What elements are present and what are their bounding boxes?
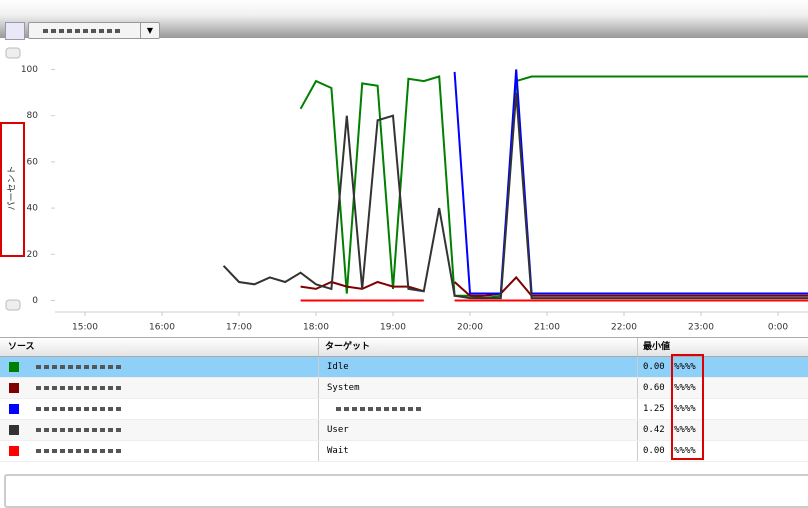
table-row[interactable]: 1.25%%%% xyxy=(0,399,808,420)
target-cell: User xyxy=(327,425,349,435)
source-text xyxy=(36,365,122,369)
legend-swatch xyxy=(9,383,19,393)
target-cell: Wait xyxy=(327,446,349,456)
scroll-up[interactable] xyxy=(5,47,21,59)
unit-cell: %%%% xyxy=(674,362,696,372)
source-text xyxy=(36,386,122,390)
column-separator xyxy=(318,420,319,440)
x-tick-label: 23:00 xyxy=(688,323,714,333)
column-separator xyxy=(318,441,319,461)
legend-swatch xyxy=(9,404,19,414)
column-separator xyxy=(318,378,319,398)
header-cell: 最小値 xyxy=(643,342,671,352)
y-tick-label: 40 xyxy=(27,204,39,214)
x-tick-label: 0:00 xyxy=(768,323,788,333)
column-separator xyxy=(637,420,638,440)
x-tick-label: 19:00 xyxy=(380,323,406,333)
table-header: ソース ターゲット 最小値 xyxy=(0,337,808,357)
x-tick-label: 15:00 xyxy=(72,323,98,333)
unit-cell: %%%% xyxy=(674,383,696,393)
toolbar: ▼ xyxy=(0,0,808,40)
y-tick-label: 0 xyxy=(32,296,38,306)
table-row[interactable]: Wait 0.00%%%% xyxy=(0,441,808,462)
chart: パーセント 0 20 40 60 80 100 15:00 16:00 17:00 18:00 19… xyxy=(0,47,808,333)
x-tick-label: 16:00 xyxy=(149,323,175,333)
min-cell: 0.60 xyxy=(643,383,665,393)
source-text xyxy=(36,428,122,432)
highlight-box xyxy=(671,354,704,460)
unit-cell: %%%% xyxy=(674,404,696,414)
chart-icon[interactable] xyxy=(5,22,25,40)
source-text xyxy=(36,407,122,411)
target-cell: Idle xyxy=(327,362,349,372)
data-table: ソース ターゲット 最小値 Idle 0.00%%%% System 0.60%%%%… xyxy=(0,337,808,462)
legend-swatch xyxy=(9,362,19,372)
table-row[interactable]: System 0.60%%%% xyxy=(0,378,808,399)
view-dropdown[interactable]: ▼ xyxy=(28,22,160,39)
series-line xyxy=(222,92,808,300)
column-separator xyxy=(637,399,638,419)
header-cell: ターゲット xyxy=(325,342,371,352)
legend-swatch xyxy=(9,425,19,435)
column-separator xyxy=(318,399,319,419)
legend-swatch xyxy=(9,446,19,456)
highlight-box xyxy=(0,122,25,257)
series-line xyxy=(299,75,808,300)
x-tick-label: 22:00 xyxy=(611,323,637,333)
y-tick-label: 60 xyxy=(27,157,39,167)
scroll-down[interactable] xyxy=(5,299,21,311)
min-cell: 0.42 xyxy=(643,425,665,435)
target-cell: System xyxy=(327,383,360,393)
column-separator xyxy=(318,357,319,377)
bottom-panel xyxy=(4,474,808,508)
x-tick-label: 21:00 xyxy=(534,323,560,333)
x-tick-label: 20:00 xyxy=(457,323,483,333)
unit-cell: %%%% xyxy=(674,446,696,456)
target-text xyxy=(336,407,422,411)
y-axis-label: パーセント xyxy=(7,165,18,210)
min-cell: 0.00 xyxy=(643,362,665,372)
y-tick-label: 20 xyxy=(27,250,39,260)
column-separator xyxy=(637,441,638,461)
table-row[interactable]: User 0.42%%%% xyxy=(0,420,808,441)
unit-cell: %%%% xyxy=(674,425,696,435)
y-tick-label: 80 xyxy=(27,111,39,121)
y-tick-label: 100 xyxy=(21,65,38,75)
min-cell: 0.00 xyxy=(643,446,665,456)
min-cell: 1.25 xyxy=(643,404,665,414)
source-text xyxy=(36,449,122,453)
column-separator xyxy=(637,378,638,398)
header-cell: ソース xyxy=(8,342,35,352)
column-separator xyxy=(637,357,638,377)
x-tick-label: 18:00 xyxy=(303,323,329,333)
table-row[interactable]: Idle 0.00%%%% xyxy=(0,357,808,378)
series-line xyxy=(453,69,808,295)
x-tick-label: 17:00 xyxy=(226,323,252,333)
